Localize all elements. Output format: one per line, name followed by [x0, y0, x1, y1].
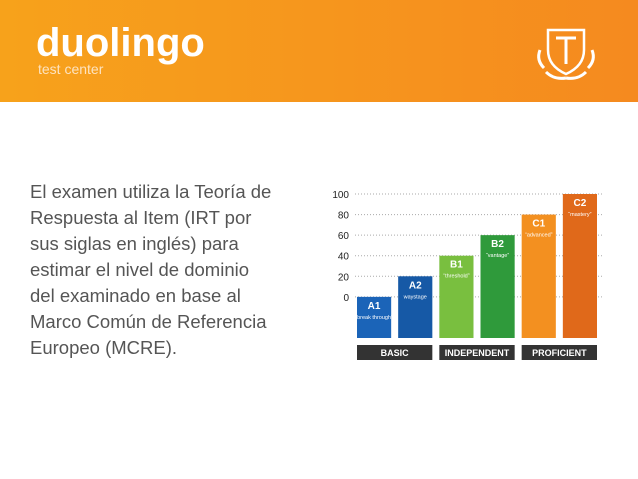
paragraph-line: estimar el nivel de dominio: [30, 259, 249, 280]
y-tick-label: 60: [338, 231, 350, 242]
bar-level: A1: [368, 301, 381, 312]
paragraph: El examen utiliza la Teoría de Respuesta …: [30, 181, 271, 358]
bar: [562, 194, 597, 338]
bar: [357, 296, 392, 338]
paragraph-line: Respuesta al Item (IRT por: [30, 207, 251, 228]
bar: [398, 276, 433, 338]
group-band: [439, 345, 515, 360]
bar-level: B2: [491, 239, 504, 250]
emblem: [537, 28, 595, 80]
chart: 0 20 40 60 80 100 A1 “break through” A2 waystage B…: [332, 190, 602, 360]
bar-level: C1: [532, 219, 545, 230]
bar: [480, 235, 515, 338]
bar: [521, 214, 556, 338]
bar-descriptor: “vantage”: [486, 253, 509, 259]
paragraph-line: sus siglas en inglés) para: [30, 233, 239, 254]
bar-descriptor: “break through”: [355, 315, 393, 321]
bar-level: B1: [450, 260, 463, 271]
bar-descriptor: “mastery”: [568, 212, 591, 218]
bar-descriptor: “threshold”: [443, 274, 469, 280]
paragraph-line: Europeo (MCRE).: [30, 337, 177, 358]
logo: duolingo: [36, 21, 205, 65]
bar-descriptor: waystage: [403, 294, 427, 300]
y-tick-label: 40: [338, 252, 350, 263]
paragraph-line: El examen utiliza la Teoría de: [30, 181, 271, 202]
paragraph-line: del examinado en base al: [30, 285, 241, 306]
group-band: [521, 345, 597, 360]
group-label: BASIC: [381, 348, 410, 358]
header-bar: [0, 0, 638, 102]
paragraph-line: Marco Común de Referencia: [30, 311, 267, 332]
group-label: INDEPENDENT: [445, 348, 510, 358]
y-tick-label: 80: [338, 211, 350, 222]
bar-level: A2: [409, 280, 422, 291]
y-tick-label: 0: [343, 293, 349, 304]
y-tick-label: 20: [338, 272, 350, 283]
bar-level: C2: [574, 198, 587, 209]
bar-descriptor: “advanced”: [525, 233, 553, 239]
y-tick-label: 100: [332, 190, 349, 201]
logo-subtitle: test center: [38, 61, 104, 77]
group-label: PROFICIENT: [532, 348, 587, 358]
bar: [439, 255, 474, 338]
group-band: [357, 345, 433, 360]
